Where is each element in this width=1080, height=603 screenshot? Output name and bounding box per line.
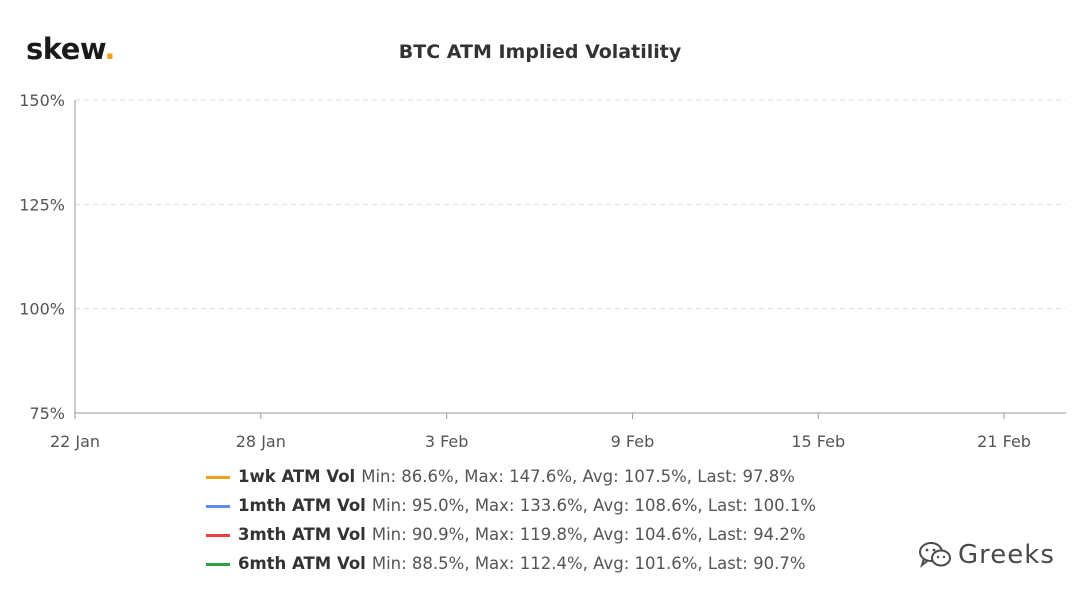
- legend-label-1mth: 1mth ATM Vol: [238, 496, 366, 515]
- legend-item-6mth[interactable]: 6mth ATM Vol Min: 88.5%, Max: 112.4%, Av…: [206, 549, 816, 578]
- y-tick-label: 125%: [19, 195, 65, 214]
- legend-label-6mth: 6mth ATM Vol: [238, 554, 366, 573]
- x-tick-label: 21 Feb: [977, 432, 1031, 451]
- chart-title: BTC ATM Implied Volatility: [398, 41, 682, 63]
- x-tick-label: 22 Jan: [50, 432, 100, 451]
- x-tick-label: 9 Feb: [611, 432, 655, 451]
- y-tick-label: 75%: [29, 404, 65, 423]
- logo-dot: .: [104, 32, 115, 66]
- skew-logo: skew.: [26, 32, 115, 66]
- axis-layer: 75% 100% 125% 150% 22 Jan 28 Jan 3 Feb 9 Feb 15 …: [19, 91, 1066, 451]
- chart-legend: 1wk ATM Vol Min: 86.6%, Max: 147.6%, Avg…: [206, 462, 816, 578]
- grid-layer: [75, 99, 1066, 310]
- x-tick-label: 15 Feb: [791, 432, 845, 451]
- x-tick-label: 28 Jan: [236, 432, 286, 451]
- legend-item-1wk[interactable]: 1wk ATM Vol Min: 86.6%, Max: 147.6%, Avg…: [206, 462, 816, 491]
- legend-item-3mth[interactable]: 3mth ATM Vol Min: 90.9%, Max: 119.8%, Av…: [206, 520, 816, 549]
- logo-text: skew: [26, 32, 105, 66]
- y-tick-label: 100%: [19, 300, 65, 319]
- legend-swatch-1mth: [206, 505, 230, 508]
- legend-swatch-6mth: [206, 563, 230, 566]
- legend-label-3mth: 3mth ATM Vol: [238, 525, 366, 544]
- legend-swatch-1wk: [206, 476, 230, 479]
- x-tick-label: 3 Feb: [425, 432, 469, 451]
- legend-stats-1wk: Min: 86.6%, Max: 147.6%, Avg: 107.5%, La…: [361, 467, 795, 486]
- wechat-icon: [919, 542, 951, 568]
- legend-swatch-3mth: [206, 534, 230, 537]
- legend-stats-3mth: Min: 90.9%, Max: 119.8%, Avg: 104.6%, La…: [371, 525, 806, 544]
- legend-item-1mth[interactable]: 1mth ATM Vol Min: 95.0%, Max: 133.6%, Av…: [206, 491, 816, 520]
- watermark: Greeks: [918, 540, 1055, 570]
- legend-label-1wk: 1wk ATM Vol: [238, 467, 356, 486]
- legend-stats-6mth: Min: 88.5%, Max: 112.4%, Avg: 101.6%, La…: [371, 554, 806, 573]
- y-tick-label: 150%: [19, 91, 65, 110]
- watermark-text: Greeks: [958, 540, 1055, 570]
- legend-stats-1mth: Min: 95.0%, Max: 133.6%, Avg: 108.6%, La…: [371, 496, 816, 515]
